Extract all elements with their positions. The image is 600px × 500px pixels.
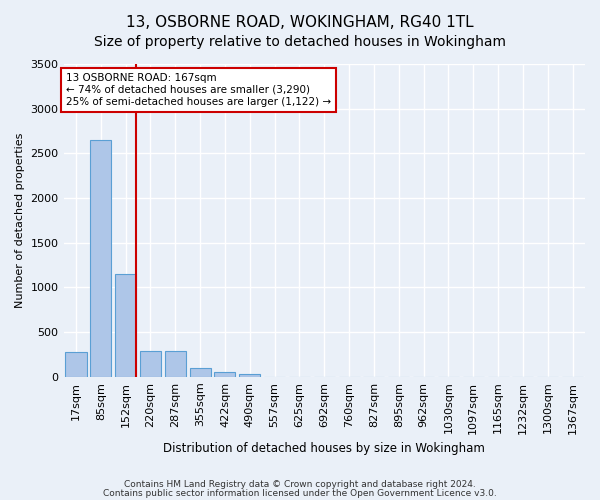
X-axis label: Distribution of detached houses by size in Wokingham: Distribution of detached houses by size …	[163, 442, 485, 455]
Bar	[90, 140, 112, 377]
Bar	[239, 374, 260, 377]
Text: Contains HM Land Registry data © Crown copyright and database right 2024.: Contains HM Land Registry data © Crown c…	[124, 480, 476, 489]
Text: Contains public sector information licensed under the Open Government Licence v3: Contains public sector information licen…	[103, 488, 497, 498]
Bar	[190, 368, 211, 377]
Bar	[140, 351, 161, 377]
Text: Size of property relative to detached houses in Wokingham: Size of property relative to detached ho…	[94, 35, 506, 49]
Y-axis label: Number of detached properties: Number of detached properties	[15, 132, 25, 308]
Bar	[214, 372, 235, 377]
Bar	[165, 351, 186, 377]
Text: 13 OSBORNE ROAD: 167sqm
← 74% of detached houses are smaller (3,290)
25% of semi: 13 OSBORNE ROAD: 167sqm ← 74% of detache…	[66, 74, 331, 106]
Bar	[115, 274, 136, 377]
Bar	[65, 352, 86, 377]
Text: 13, OSBORNE ROAD, WOKINGHAM, RG40 1TL: 13, OSBORNE ROAD, WOKINGHAM, RG40 1TL	[126, 15, 474, 30]
